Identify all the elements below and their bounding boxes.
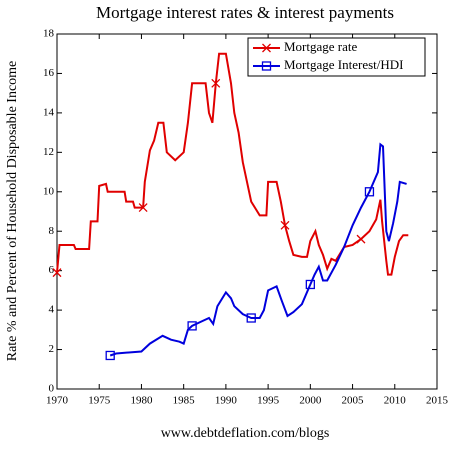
x-tick-label: 1975 [88,395,111,407]
footer: www.debtdeflation.com/blogs [161,426,330,441]
y-tick-label: 16 [43,67,55,79]
x-tick-label: 2015 [426,395,449,407]
legend-marker [262,43,271,53]
legend-label: Mortgage rate [284,39,358,54]
x-tick-label: 1990 [215,395,238,407]
x-tick-label: 2005 [342,395,365,407]
y-axis-label: Rate % and Percent of Household Disposab… [5,61,20,362]
y-tick-label: 12 [43,146,54,158]
legend-box [247,37,426,77]
x-tick-label: 2010 [384,395,407,407]
marker [187,321,197,331]
x-tick-label: 1985 [173,395,196,407]
x-tick-label: 1995 [257,395,280,407]
series-line [56,52,409,276]
marker [305,279,315,290]
y-tick-label: 18 [43,28,55,40]
y-tick-label: 4 [49,304,55,316]
legend-marker [261,61,272,71]
marker [211,78,221,88]
y-tick-label: 6 [49,264,55,276]
x-tick-label: 2000 [299,395,322,407]
marker [138,203,148,213]
x-tick-label: 1980 [130,395,153,407]
marker [52,268,62,278]
marker [364,187,375,197]
y-tick-label: 2 [49,343,55,355]
y-tick-label: 14 [43,106,55,118]
y-tick-label: 8 [49,225,55,237]
y-tick-label: 10 [43,185,55,197]
marker [246,313,256,323]
marker [105,350,115,361]
legend-label: Mortgage Interest/HDI [284,57,404,72]
x-tick-label: 1970 [46,395,69,407]
series-line [109,142,407,357]
plot-frame [56,33,438,390]
y-tick-label: 0 [49,383,55,395]
chart-title: Mortgage interest rates & interest payme… [96,3,394,22]
marker [280,220,290,230]
marker [356,234,366,244]
